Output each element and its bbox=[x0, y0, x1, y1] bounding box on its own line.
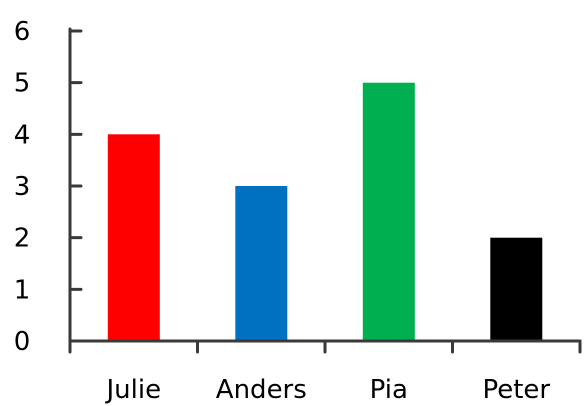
y-tick-label: 3 bbox=[14, 172, 31, 202]
y-tick-label: 4 bbox=[14, 120, 31, 150]
bar-peter bbox=[490, 237, 543, 341]
y-tick-label: 0 bbox=[14, 327, 31, 357]
y-tick-label: 1 bbox=[14, 275, 31, 305]
x-category-label: Julie bbox=[105, 375, 162, 405]
y-tick-label: 6 bbox=[14, 17, 31, 47]
labels-layer: 0 1 2 3 4 5 6 Julie Anders Pia Peter bbox=[14, 17, 551, 405]
bar-julie bbox=[107, 134, 160, 341]
axes-layer bbox=[68, 27, 582, 354]
y-tick-label: 5 bbox=[14, 69, 31, 99]
bar-anders bbox=[235, 186, 288, 341]
x-category-label: Anders bbox=[216, 375, 307, 405]
bar-pia bbox=[362, 82, 415, 341]
bars-layer bbox=[107, 82, 543, 341]
x-category-label: Peter bbox=[482, 375, 550, 405]
x-category-label: Pia bbox=[370, 375, 408, 405]
y-tick-label: 2 bbox=[14, 224, 31, 254]
